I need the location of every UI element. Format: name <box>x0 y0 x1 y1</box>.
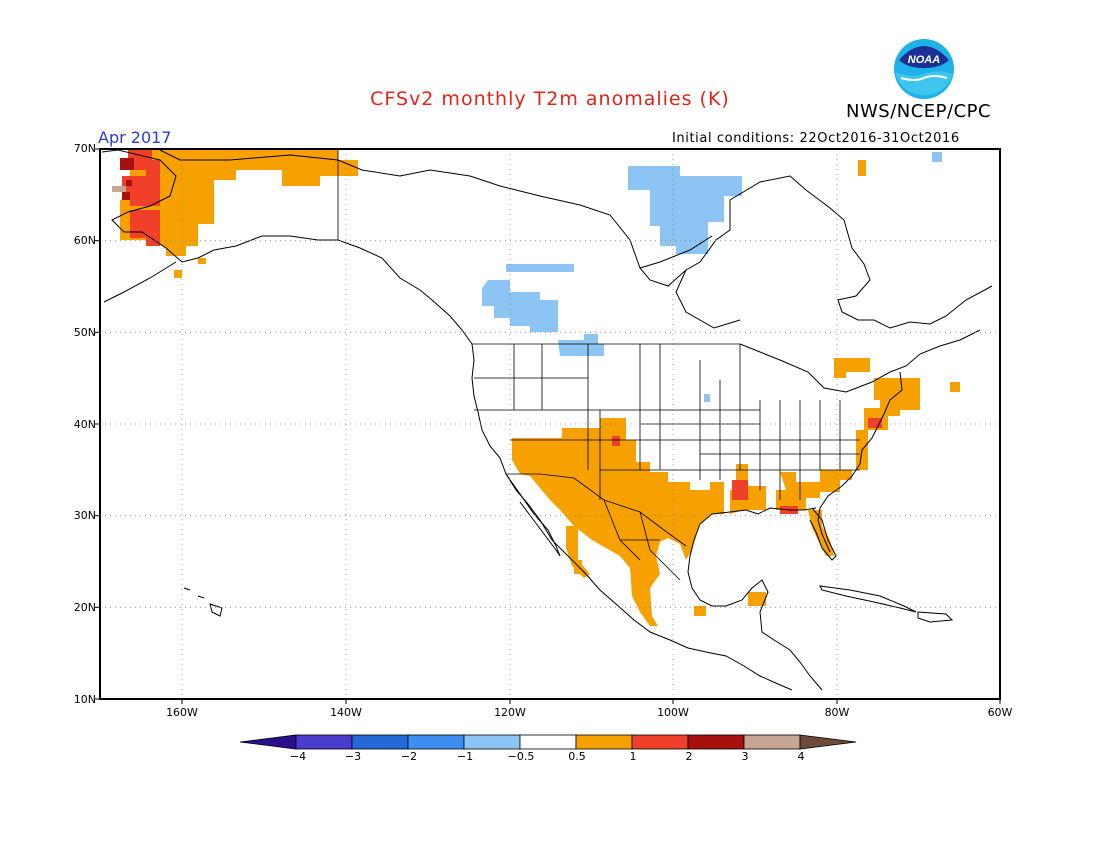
anomaly-patch <box>732 480 748 500</box>
anomaly-patch <box>612 436 620 446</box>
noaa-logo: NOAA <box>893 38 955 104</box>
colorbar-label: −4 <box>289 750 307 763</box>
anomaly-patch <box>482 280 558 332</box>
anomaly-patch <box>112 186 126 192</box>
agency-label: NWS/NCEP/CPC <box>846 101 992 122</box>
colorbar-bin <box>687 734 745 750</box>
colorbar-label: −3 <box>344 750 362 763</box>
anomaly-patch <box>174 258 206 278</box>
lat-label: 40N <box>73 418 96 431</box>
anomaly-patch <box>128 150 160 176</box>
anomaly-patch <box>558 334 604 356</box>
colorbar-bin <box>519 734 577 750</box>
colorbar-label: −0.5 <box>507 750 535 763</box>
lat-label: 70N <box>73 142 96 155</box>
colorbar-label: 1 <box>629 750 637 763</box>
colorbar-bin <box>407 734 465 750</box>
colorbar-bin <box>463 734 521 750</box>
colorbar-bin <box>351 734 409 750</box>
lon-label: 80W <box>824 706 850 719</box>
anomaly-patch <box>808 510 834 556</box>
anomaly-patch <box>566 526 590 578</box>
lat-label: 60N <box>73 234 96 247</box>
colorbar-label: −2 <box>400 750 418 763</box>
noaa-logo-text: NOAA <box>908 54 940 66</box>
colorbar-bin <box>239 734 297 750</box>
anomaly-patch <box>130 210 160 246</box>
lat-label: 50N <box>73 326 96 339</box>
colorbar-label: 2 <box>685 750 693 763</box>
coastlines <box>101 149 993 691</box>
anomaly-patch <box>512 418 724 626</box>
colorbar-label: 3 <box>741 750 749 763</box>
axis-ticks <box>95 148 1001 704</box>
lat-label: 30N <box>73 509 96 522</box>
anomaly-patch <box>122 180 132 200</box>
colorbar-label: 4 <box>797 750 805 763</box>
lat-label: 10N <box>73 693 96 706</box>
colorbar-bin <box>295 734 353 750</box>
lon-label: 100W <box>657 706 689 719</box>
initial-conditions-label: Initial conditions: 22Oct2016-31Oct2016 <box>672 131 960 146</box>
colorbar-bin <box>799 734 857 750</box>
lat-label: 20N <box>73 601 96 614</box>
lat-lon-grid <box>100 149 1000 699</box>
colorbar-bin <box>743 734 801 750</box>
anomaly-patch <box>120 158 134 170</box>
anomaly-patch <box>776 472 820 510</box>
anomaly-patch <box>506 264 574 272</box>
anomaly-patch <box>120 150 358 256</box>
colorbar-bin <box>575 734 633 750</box>
colorbar-label: 0.5 <box>568 750 586 763</box>
map-title: CFSv2 monthly T2m anomalies (K) <box>370 88 730 110</box>
anomaly-patch <box>874 378 920 416</box>
anomaly-patch <box>628 166 742 254</box>
anomaly-patch <box>834 358 870 378</box>
lon-label: 140W <box>330 706 362 719</box>
political-borders <box>337 150 860 581</box>
lon-label: 60W <box>987 706 1013 719</box>
valid-month-label: Apr 2017 <box>98 128 172 147</box>
colorbar-label: −1 <box>456 750 474 763</box>
colorbar-bin <box>631 734 689 750</box>
anomaly-patch <box>694 592 766 616</box>
anomaly-patch <box>792 470 852 492</box>
lon-label: 120W <box>494 706 526 719</box>
lon-label: 160W <box>166 706 198 719</box>
